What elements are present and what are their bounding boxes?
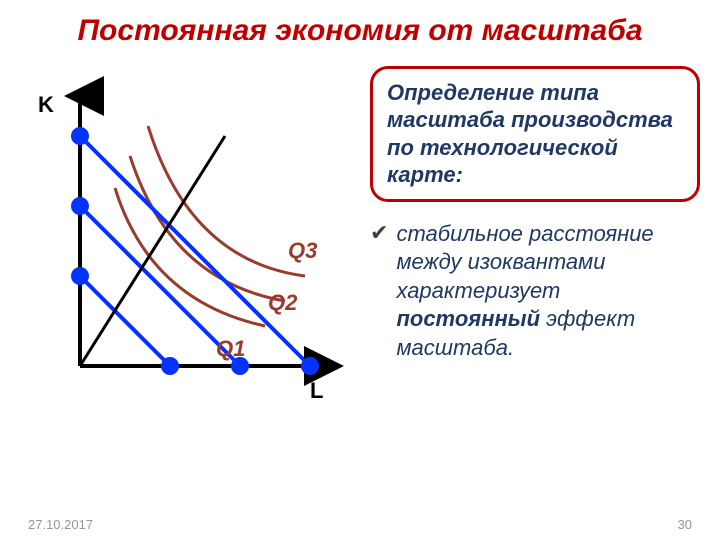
content-row: K L Q1 Q2 Q3 Определение типа масштаба про… xyxy=(0,50,720,406)
bullet-bold: постоянный xyxy=(396,306,540,331)
definition-box: Определение типа масштаба производства п… xyxy=(370,66,700,202)
check-icon: ✔ xyxy=(370,220,388,246)
footer-page: 30 xyxy=(678,517,692,532)
isoquant-label: Q2 xyxy=(268,290,297,316)
chart-svg xyxy=(20,66,360,406)
bullet-text: стабильное расстояние между изоквантами … xyxy=(396,220,700,363)
footer: 27.10.2017 30 xyxy=(0,517,720,532)
isoquant-label: Q1 xyxy=(216,336,245,362)
bullet-item: ✔ стабильное расстояние между изоквантам… xyxy=(370,220,700,363)
axis-label-k: K xyxy=(38,92,54,118)
axis-label-l: L xyxy=(310,378,323,404)
right-panel: Определение типа масштаба производства п… xyxy=(360,66,700,406)
footer-date: 27.10.2017 xyxy=(28,517,93,532)
slide-title: Постоянная экономия от масштаба xyxy=(0,0,720,50)
bullet-pre: стабильное расстояние между изоквантами … xyxy=(396,221,653,303)
chart-area: K L Q1 Q2 Q3 xyxy=(20,66,360,406)
isoquant-label: Q3 xyxy=(288,238,317,264)
